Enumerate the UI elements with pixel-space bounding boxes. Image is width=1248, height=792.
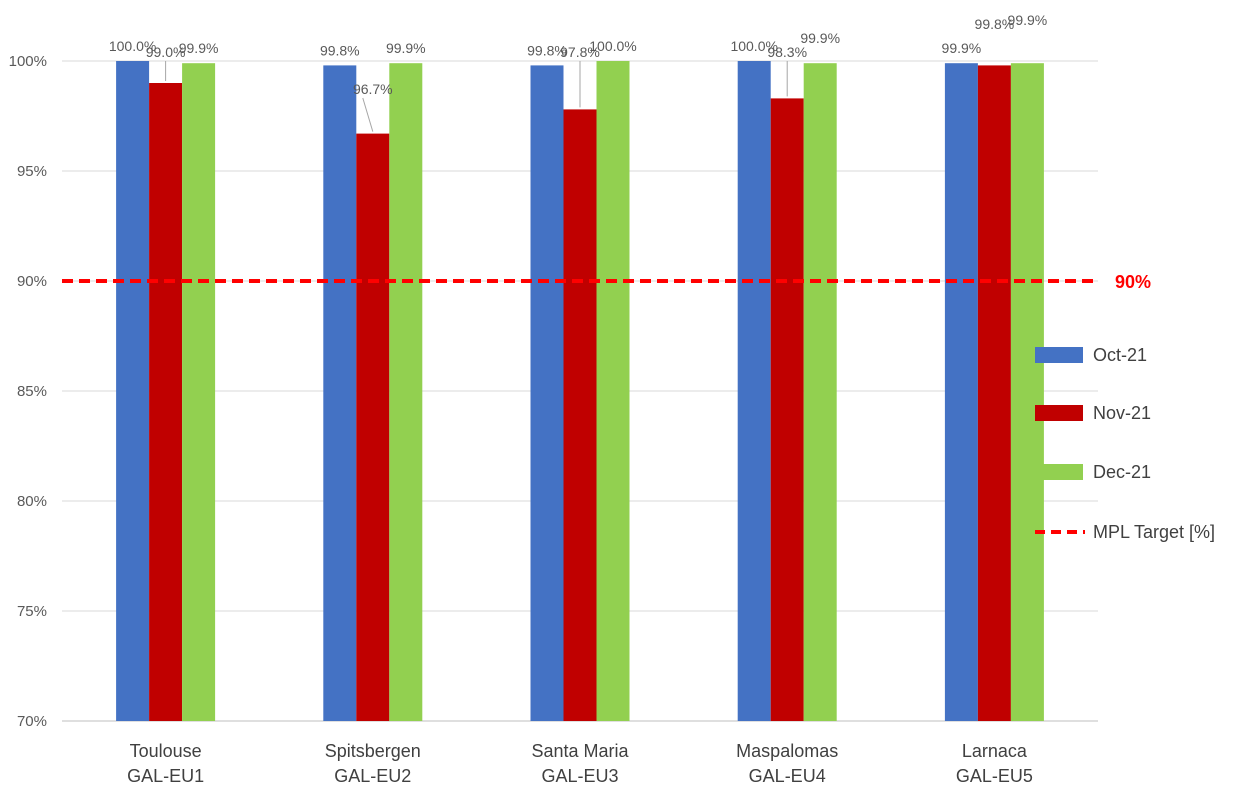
data-label: 99.8% [320, 42, 360, 58]
bar [149, 83, 183, 721]
y-tick-label: 100% [9, 53, 47, 70]
data-label: 96.7% [353, 81, 393, 97]
legend-label: Oct-21 [1093, 345, 1147, 365]
bar [977, 65, 1011, 721]
y-tick-label: 95% [17, 163, 47, 180]
data-label: 99.8% [975, 16, 1015, 32]
x-category-label: GAL-EU4 [749, 766, 826, 786]
x-axis: Toulouse GAL-EU1 Spitsbergen GAL-EU2 Santa M… [127, 741, 1033, 786]
legend-label: Dec-21 [1093, 462, 1151, 482]
x-category-label: GAL-EU2 [334, 766, 411, 786]
data-label: 98.3% [767, 44, 807, 60]
target-line-group: 90% [62, 272, 1151, 292]
data-label: 100.0% [730, 38, 777, 54]
legend: Oct-21 Nov-21 Dec-21 MPL Target [%] [1035, 345, 1215, 542]
bar [389, 63, 423, 721]
x-category-label: Santa Maria [531, 741, 629, 761]
data-label: 97.8% [560, 44, 600, 60]
x-category-label: Toulouse [130, 741, 202, 761]
bar [596, 61, 630, 721]
data-label: 99.9% [1008, 12, 1048, 28]
x-category-label: Spitsbergen [325, 741, 421, 761]
data-label: 100.0% [109, 38, 156, 54]
x-category-label: GAL-EU3 [541, 766, 618, 786]
bar [737, 61, 771, 721]
x-category-label: Larnaca [962, 741, 1028, 761]
bar [182, 63, 216, 721]
bars [116, 61, 1044, 722]
label-leaders [165, 61, 788, 132]
data-label: 99.9% [386, 40, 426, 56]
data-labels: 100.0% 99.8% 99.8% 100.0% 99.9%99.0%96.7%97.… [109, 12, 1047, 97]
bar [323, 65, 357, 721]
bar [356, 133, 390, 722]
x-category-label: GAL-EU5 [956, 766, 1033, 786]
legend-swatch [1035, 405, 1083, 421]
bar [116, 61, 150, 721]
y-axis: 70% 75% 80% 85% 90% 95% 100% [9, 53, 47, 730]
data-label: 100.0% [589, 38, 636, 54]
data-label: 99.9% [800, 30, 840, 46]
y-tick-label: 70% [17, 713, 47, 730]
y-tick-label: 80% [17, 493, 47, 510]
data-label: 99.9% [942, 40, 982, 56]
bar [530, 65, 564, 721]
data-label: 99.9% [179, 40, 219, 56]
data-label: 99.0% [146, 44, 186, 60]
label-leader-line [362, 97, 374, 132]
legend-label: MPL Target [%] [1093, 522, 1215, 542]
legend-label: Nov-21 [1093, 403, 1151, 423]
x-category-label: Maspalomas [736, 741, 838, 761]
target-value-label: 90% [1115, 272, 1151, 292]
bar [1010, 63, 1044, 721]
data-label: 99.8% [527, 42, 567, 58]
legend-swatch [1035, 347, 1083, 363]
legend-swatch [1035, 464, 1083, 480]
x-category-label: GAL-EU1 [127, 766, 204, 786]
bar [944, 63, 978, 721]
y-tick-label: 85% [17, 383, 47, 400]
bar [770, 98, 804, 721]
bar [803, 63, 837, 721]
y-tick-label: 90% [17, 273, 47, 290]
bar [563, 109, 597, 721]
y-tick-label: 75% [17, 603, 47, 620]
